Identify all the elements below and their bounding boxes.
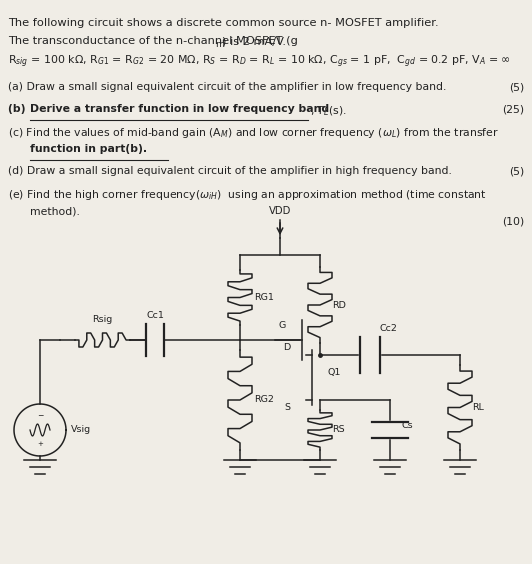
Text: ) is 2 mA/V.: ) is 2 mA/V. [222,36,286,46]
Text: RD: RD [332,301,346,310]
Text: R$_{sig}$ = 100 k$\Omega$, R$_{G1}$ = R$_{G2}$ = 20 M$\Omega$, R$_S$ = R$_D$ = R: R$_{sig}$ = 100 k$\Omega$, R$_{G1}$ = R$… [8,54,511,70]
Text: RG2: RG2 [254,395,274,404]
Text: function in part(b).: function in part(b). [30,144,147,154]
Text: method).: method). [30,206,80,216]
Text: (5): (5) [509,166,524,176]
Text: Q1: Q1 [327,368,340,377]
Text: RL: RL [472,403,484,412]
Text: VDD: VDD [269,206,291,216]
Text: Vsig: Vsig [71,425,91,434]
Text: Derive a transfer function in low frequency band: Derive a transfer function in low freque… [30,104,329,114]
Text: (a) Draw a small signal equivalent circuit of the amplifier in low frequency ban: (a) Draw a small signal equivalent circu… [8,82,446,92]
Text: −: − [37,412,43,421]
Text: (b): (b) [8,104,29,114]
Text: The following circuit shows a discrete common source n- MOSFET amplifier.: The following circuit shows a discrete c… [8,18,438,28]
Text: (c) Find the values of mid-band gain (A$_M$) and low corner frequency ($\omega_L: (c) Find the values of mid-band gain (A$… [8,126,499,140]
Text: Cs: Cs [402,421,413,430]
Text: (25): (25) [502,104,524,114]
Text: +: + [37,441,43,447]
Text: RG1: RG1 [254,293,274,302]
Text: RS: RS [332,425,345,434]
Text: D: D [282,342,290,351]
Text: m: m [215,40,224,49]
Text: (d) Draw a small signal equivalent circuit of the amplifier in high frequency ba: (d) Draw a small signal equivalent circu… [8,166,452,176]
Text: S: S [284,403,290,412]
Text: , T$_L$(s).: , T$_L$(s). [310,104,347,118]
Text: Cc1: Cc1 [146,311,164,320]
Text: G: G [278,321,286,330]
Text: (5): (5) [509,82,524,92]
Text: (e) Find the high corner frequency($\omega_{iH}$)  using an approximation method: (e) Find the high corner frequency($\ome… [8,188,487,202]
Text: The transconductance of the n-channel MOSFET (g: The transconductance of the n-channel MO… [8,36,298,46]
Text: Rsig: Rsig [93,315,113,324]
Text: Cc2: Cc2 [380,324,398,333]
Text: (10): (10) [502,216,524,226]
